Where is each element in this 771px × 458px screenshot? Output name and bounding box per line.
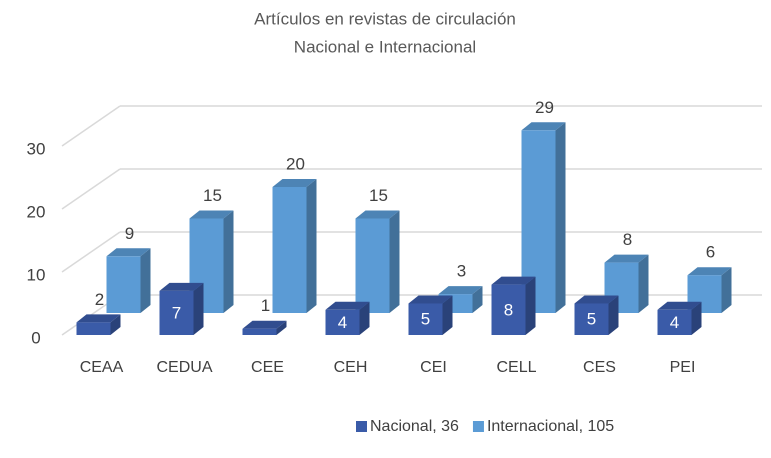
x-tick-label: CEI	[420, 359, 447, 376]
value-label: 8	[504, 300, 513, 319]
value-label: 29	[535, 98, 554, 117]
value-label: 2	[95, 290, 104, 309]
x-tick-label: CEAA	[80, 359, 124, 376]
value-label: 1	[261, 296, 270, 315]
y-tick-label: 10	[27, 265, 46, 284]
bar-top	[272, 179, 317, 187]
x-tick-label: CEE	[251, 359, 284, 376]
bar-side	[359, 301, 370, 335]
value-label: 6	[706, 243, 715, 262]
bar-top	[76, 314, 121, 323]
value-label: 8	[623, 230, 632, 249]
grid-line	[61, 168, 121, 210]
bar-side	[555, 122, 566, 313]
bar-side	[721, 267, 732, 313]
value-label: 7	[172, 303, 181, 322]
bar-top	[355, 210, 400, 219]
y-tick-label: 20	[27, 202, 46, 221]
x-tick-label: CELL	[496, 359, 536, 376]
bar-top	[242, 320, 287, 329]
value-label: 15	[369, 186, 388, 205]
x-tick-label: PEI	[670, 359, 696, 376]
bar-side	[306, 179, 317, 313]
value-label: 5	[587, 310, 596, 329]
value-label: 4	[338, 313, 347, 332]
x-tick-label: CES	[583, 359, 616, 376]
x-tick-label: CEH	[334, 359, 368, 376]
value-label: 5	[421, 310, 430, 329]
bar	[491, 284, 526, 335]
bar-top	[159, 282, 204, 291]
chart-title: Artículos en revistas de circulación	[254, 9, 516, 28]
bar-top	[521, 122, 566, 131]
bar-top	[325, 301, 370, 310]
value-label: 3	[457, 262, 466, 281]
bar	[272, 187, 307, 313]
bar	[325, 309, 360, 335]
bar-side	[525, 276, 536, 335]
bar-side	[638, 254, 649, 313]
y-tick-label: 30	[27, 139, 46, 158]
bar-top	[408, 295, 453, 304]
value-label: 9	[125, 224, 134, 243]
bar	[159, 290, 194, 335]
bar	[574, 303, 609, 335]
bar	[106, 256, 141, 313]
bar-top	[438, 286, 483, 295]
grid-line	[61, 105, 121, 147]
bar-top	[491, 276, 536, 285]
bar-side	[276, 320, 287, 335]
bar-side	[223, 210, 234, 313]
value-label: 4	[670, 313, 679, 332]
bar	[355, 218, 390, 313]
bar-side	[110, 314, 121, 335]
grid-line	[61, 231, 121, 273]
bar-top	[189, 210, 234, 219]
bar	[408, 303, 443, 335]
bar-side	[472, 286, 483, 313]
bar	[76, 322, 111, 335]
bar-side	[442, 295, 453, 335]
legend-label: Internacional, 105	[487, 418, 614, 435]
x-tick-label: CEDUA	[156, 359, 212, 376]
bar-side	[608, 295, 619, 335]
bar-top	[687, 267, 732, 276]
legend-swatch	[472, 421, 484, 432]
chart-title: Nacional e Internacional	[294, 37, 476, 56]
bar	[657, 309, 692, 335]
bar-side	[140, 248, 151, 313]
bar-top	[574, 295, 619, 304]
bar-top	[657, 301, 702, 310]
legend-swatch	[356, 421, 367, 432]
bar-side	[691, 301, 702, 335]
bar-side	[389, 210, 400, 313]
legend-label: Nacional, 36	[370, 418, 459, 435]
bar-side	[193, 282, 204, 335]
value-label: 20	[286, 154, 305, 173]
value-label: 15	[203, 186, 222, 205]
y-tick-label: 0	[31, 328, 40, 347]
bar-top	[604, 254, 649, 263]
bar	[242, 328, 277, 335]
bar-top	[106, 248, 151, 257]
